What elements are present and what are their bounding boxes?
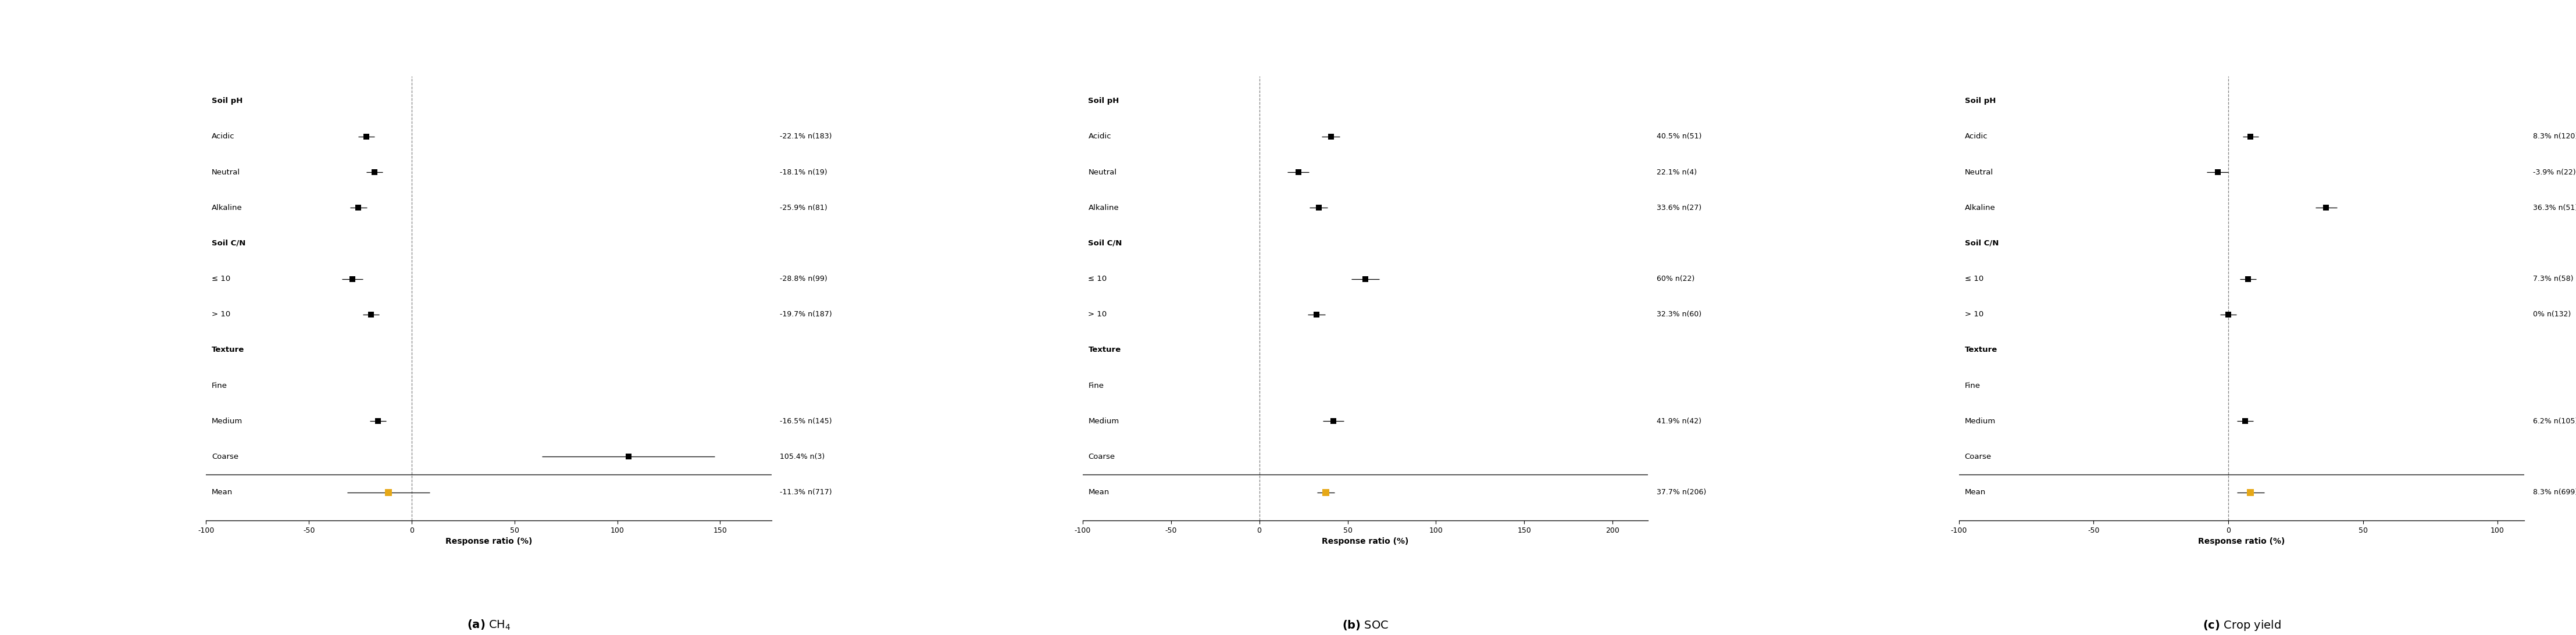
- Text: Mean: Mean: [1965, 488, 1986, 496]
- Text: $\bf{(c)}$ Crop yield: $\bf{(c)}$ Crop yield: [2202, 618, 2280, 632]
- Text: Neutral: Neutral: [211, 168, 240, 176]
- Point: [1298, 203, 1340, 213]
- Text: -19.7% n(187): -19.7% n(187): [781, 311, 832, 318]
- Text: -3.9% n(22): -3.9% n(22): [2532, 168, 2576, 176]
- Text: Alkaline: Alkaline: [1087, 204, 1118, 211]
- Text: 40.5% n(51): 40.5% n(51): [1656, 133, 1703, 140]
- Text: -11.3% n(717): -11.3% n(717): [781, 488, 832, 496]
- Text: Texture: Texture: [1087, 346, 1121, 354]
- Text: Coarse: Coarse: [211, 453, 240, 460]
- Text: 60% n(22): 60% n(22): [1656, 275, 1695, 283]
- Text: -22.1% n(183): -22.1% n(183): [781, 133, 832, 140]
- Text: 8.3% n(699): 8.3% n(699): [2532, 488, 2576, 496]
- Point: [1306, 487, 1347, 497]
- Point: [358, 416, 399, 426]
- Point: [345, 131, 386, 142]
- Text: Alkaline: Alkaline: [1965, 204, 1996, 211]
- Text: Acidic: Acidic: [211, 133, 234, 140]
- Text: ≤ 10: ≤ 10: [1087, 275, 1108, 283]
- Text: 36.3% n(51): 36.3% n(51): [2532, 204, 2576, 211]
- Text: 33.6% n(27): 33.6% n(27): [1656, 204, 1700, 211]
- Point: [2231, 131, 2272, 142]
- Text: 6.2% n(105): 6.2% n(105): [2532, 417, 2576, 425]
- Point: [350, 309, 392, 319]
- X-axis label: Response ratio (%): Response ratio (%): [1321, 538, 1409, 545]
- X-axis label: Response ratio (%): Response ratio (%): [2197, 538, 2285, 545]
- Text: > 10: > 10: [1965, 311, 1984, 318]
- Text: Soil pH: Soil pH: [1965, 97, 1996, 105]
- Text: Soil C/N: Soil C/N: [211, 239, 245, 247]
- Text: > 10: > 10: [1087, 311, 1108, 318]
- Text: 41.9% n(42): 41.9% n(42): [1656, 417, 1700, 425]
- Text: 7.3% n(58): 7.3% n(58): [2532, 275, 2573, 283]
- Text: Acidic: Acidic: [1087, 133, 1110, 140]
- Text: Alkaline: Alkaline: [211, 204, 242, 211]
- Text: -16.5% n(145): -16.5% n(145): [781, 417, 832, 425]
- Text: 32.3% n(60): 32.3% n(60): [1656, 311, 1700, 318]
- Point: [2197, 167, 2239, 177]
- Text: Fine: Fine: [1087, 382, 1105, 389]
- Point: [2208, 309, 2249, 319]
- Point: [353, 167, 394, 177]
- Text: Medium: Medium: [211, 417, 242, 425]
- Text: -28.8% n(99): -28.8% n(99): [781, 275, 827, 283]
- Point: [2231, 487, 2272, 497]
- Text: ≤ 10: ≤ 10: [211, 275, 229, 283]
- Text: Neutral: Neutral: [1087, 168, 1118, 176]
- Text: Coarse: Coarse: [1965, 453, 1991, 460]
- Text: Medium: Medium: [1965, 417, 1996, 425]
- Point: [337, 203, 379, 213]
- Point: [1345, 274, 1386, 284]
- Text: $\bf{(b)}$ SOC: $\bf{(b)}$ SOC: [1342, 618, 1388, 631]
- Point: [1296, 309, 1337, 319]
- Text: -18.1% n(19): -18.1% n(19): [781, 168, 827, 176]
- Text: 0% n(132): 0% n(132): [2532, 311, 2571, 318]
- Text: Mean: Mean: [1087, 488, 1110, 496]
- Text: 105.4% n(3): 105.4% n(3): [781, 453, 824, 460]
- Text: Fine: Fine: [211, 382, 227, 389]
- Text: Neutral: Neutral: [1965, 168, 1994, 176]
- X-axis label: Response ratio (%): Response ratio (%): [446, 538, 533, 545]
- Point: [1314, 416, 1355, 426]
- Text: Medium: Medium: [1087, 417, 1118, 425]
- Text: Fine: Fine: [1965, 382, 1981, 389]
- Text: > 10: > 10: [211, 311, 229, 318]
- Text: Soil pH: Soil pH: [211, 97, 242, 105]
- Point: [368, 487, 410, 497]
- Text: 37.7% n(206): 37.7% n(206): [1656, 488, 1705, 496]
- Text: Soil pH: Soil pH: [1087, 97, 1118, 105]
- Point: [332, 274, 374, 284]
- Point: [1311, 131, 1352, 142]
- Text: -25.9% n(81): -25.9% n(81): [781, 204, 827, 211]
- Text: Acidic: Acidic: [1965, 133, 1989, 140]
- Text: Mean: Mean: [211, 488, 232, 496]
- Point: [2228, 274, 2269, 284]
- Text: ≤ 10: ≤ 10: [1965, 275, 1984, 283]
- Text: Soil C/N: Soil C/N: [1087, 239, 1123, 247]
- Point: [2306, 203, 2347, 213]
- Text: Texture: Texture: [1965, 346, 1996, 354]
- Text: $\bf{(a)}$ CH$_4$: $\bf{(a)}$ CH$_4$: [466, 618, 510, 631]
- Point: [1278, 167, 1319, 177]
- Text: Soil C/N: Soil C/N: [1965, 239, 1999, 247]
- Text: 22.1% n(4): 22.1% n(4): [1656, 168, 1698, 176]
- Point: [608, 451, 649, 462]
- Point: [2223, 416, 2264, 426]
- Text: Coarse: Coarse: [1087, 453, 1115, 460]
- Text: Texture: Texture: [211, 346, 245, 354]
- Text: 8.3% n(120): 8.3% n(120): [2532, 133, 2576, 140]
